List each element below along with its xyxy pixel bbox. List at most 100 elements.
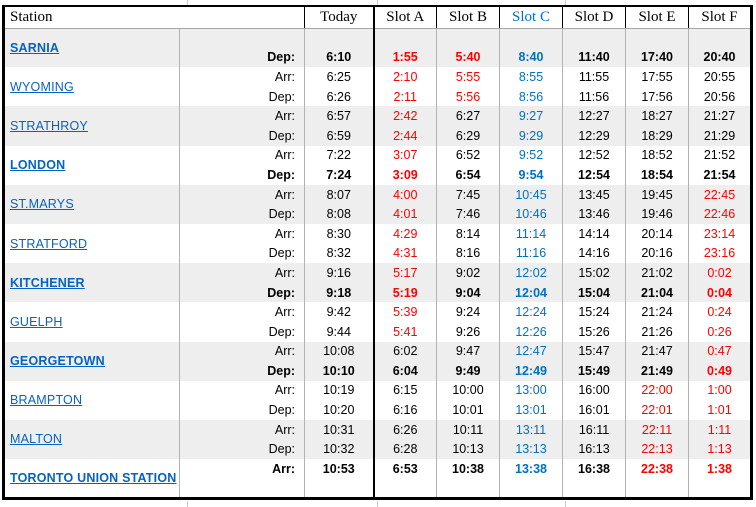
slot-time-cell: 6:54 (436, 165, 500, 185)
slot-time-cell: 6:27 (436, 106, 500, 126)
slot-time-cell: 2:42 (372, 106, 437, 126)
today-time-cell: 10:20 (304, 400, 374, 420)
station-link-wyoming[interactable]: WYOMING (10, 79, 74, 94)
slot-time-cell: 9:27 (499, 106, 563, 126)
station-link-sarnia[interactable]: SARNIA (10, 40, 60, 55)
timetable-row (4, 478, 752, 499)
slot-time-cell: 17:40 (625, 47, 689, 68)
slot-time-cell: 1:11 (688, 419, 752, 440)
today-time-cell: 6:57 (304, 106, 374, 126)
slot-time-cell: 15:49 (562, 361, 626, 381)
slot-time-cell: 21:02 (625, 263, 689, 283)
station-link-london[interactable]: LONDON (10, 158, 66, 173)
arr-dep-label (179, 28, 305, 48)
slot-time-cell: 20:55 (688, 67, 752, 87)
station-link-toronto-union-station[interactable]: TORONTO UNION STATION (10, 470, 177, 485)
station-link-brampton[interactable]: BRAMPTON (10, 393, 83, 408)
timetable-row: Dep: 6:26 2:11 5:56 8:56 11:56 17:56 20:56 (4, 86, 752, 107)
slot-time-cell (372, 478, 437, 499)
today-time-cell: 6:10 (304, 47, 374, 68)
slot-time-cell: 9:26 (436, 321, 500, 342)
arr-dep-label: Arr: (179, 145, 305, 166)
slot-time-cell: 12:49 (499, 361, 563, 381)
slot-time-cell: 20:56 (688, 86, 752, 107)
slot-time-cell: 8:14 (436, 223, 500, 244)
slot-time-cell: 11:40 (562, 47, 626, 68)
today-time-cell: 6:25 (304, 67, 374, 87)
slot-time-cell: 17:55 (625, 67, 689, 87)
slot-time-cell: 15:26 (562, 321, 626, 342)
slot-time-cell: 22:11 (625, 419, 689, 440)
slot-time-cell: 17:56 (625, 86, 689, 107)
gridline-stub (565, 0, 566, 5)
arr-dep-label: Dep: (179, 165, 305, 185)
slot-time-cell: 12:27 (562, 106, 626, 126)
timetable-row: Dep: 9:44 5:41 9:26 12:26 15:26 21:26 0:26 (4, 321, 752, 342)
slot-time-cell: 8:40 (499, 47, 563, 68)
slot-time-cell: 21:24 (625, 302, 689, 322)
arr-dep-label: Dep: (179, 361, 305, 381)
timetable-row: MALTON Arr: 10:31 6:26 10:11 13:11 16:11 22:11 1… (3, 419, 752, 460)
slot-time-cell: 13:11 (499, 419, 563, 440)
station-cell: KITCHENER (3, 263, 180, 303)
slot-time-cell: 1:00 (688, 380, 752, 401)
slot-time-cell (499, 478, 563, 499)
column-header-slot-c: Slot C (499, 6, 563, 29)
slot-time-cell: 9:54 (499, 165, 563, 185)
station-cell: STRATHROY (3, 106, 180, 146)
slot-time-cell (625, 478, 689, 499)
station-link-kitchener[interactable]: KITCHENER (10, 275, 85, 290)
column-header-station: Station (3, 6, 305, 29)
arr-dep-label: Arr: (179, 106, 305, 126)
slot-time-cell: 5:39 (372, 302, 437, 322)
station-link-st-marys[interactable]: ST.MARYS (10, 197, 74, 212)
station-link-georgetown[interactable]: GEORGETOWN (10, 354, 105, 369)
station-cell: BRAMPTON (3, 380, 180, 420)
slot-time-cell: 5:19 (372, 282, 437, 303)
timetable-row: STRATFORD Arr: 8:30 4:29 8:14 11:14 14:14 20:14… (3, 223, 752, 264)
slot-time-cell: 8:56 (499, 86, 563, 107)
station-link-guelph[interactable]: GUELPH (10, 314, 63, 329)
timetable-row: SARNIA (3, 28, 752, 68)
slot-time-cell: 9:24 (436, 302, 500, 322)
today-time-cell: 6:26 (304, 86, 374, 107)
slot-time-cell: 18:54 (625, 165, 689, 185)
timetable-row: ST.MARYS Arr: 8:07 4:00 7:45 10:45 13:45 19:45 2… (3, 184, 752, 224)
slot-time-cell: 22:01 (625, 400, 689, 420)
timetable-row: LONDON Arr: 7:22 3:07 6:52 9:52 12:52 18:52 21:5… (3, 145, 752, 185)
slot-time-cell: 0:26 (688, 321, 752, 342)
station-link-malton[interactable]: MALTON (10, 432, 63, 447)
slot-time-cell: 23:14 (688, 223, 752, 244)
slot-time-cell: 9:29 (499, 125, 563, 146)
slot-time-cell: 1:13 (688, 439, 752, 460)
slot-time-cell: 10:01 (436, 400, 500, 420)
slot-time-cell: 0:49 (688, 361, 752, 381)
slot-time-cell: 21:47 (625, 341, 689, 362)
timetable-row: WYOMING Arr: 6:25 2:10 5:55 8:55 11:55 17:55 20:… (3, 67, 752, 107)
slot-time-cell: 20:14 (625, 223, 689, 244)
station-cell: SARNIA (3, 28, 180, 68)
slot-time-cell: 7:45 (436, 184, 500, 205)
slot-time-cell (688, 478, 752, 499)
slot-time-cell: 12:52 (562, 145, 626, 166)
station-link-strathroy[interactable]: STRATHROY (10, 118, 88, 133)
slot-time-cell: 10:38 (436, 459, 500, 479)
slot-time-cell: 4:31 (372, 243, 437, 264)
arr-dep-label: Arr: (179, 184, 305, 205)
slot-time-cell: 13:01 (499, 400, 563, 420)
today-time-cell (304, 28, 374, 48)
slot-time-cell: 0:24 (688, 302, 752, 322)
slot-time-cell: 6:29 (436, 125, 500, 146)
today-time-cell: 10:10 (304, 361, 374, 381)
slot-time-cell: 10:11 (436, 419, 500, 440)
slot-time-cell: 16:11 (562, 419, 626, 440)
timetable-row: TORONTO UNION STATION Arr: 10:53 6:53 10:38 1… (3, 459, 752, 499)
slot-time-cell: 13:46 (562, 204, 626, 224)
slot-time-cell: 2:44 (372, 125, 437, 146)
arr-dep-label: Arr: (179, 459, 305, 479)
header-row: Station Today Slot A Slot B Slot C Slot D Slo… (3, 6, 752, 29)
station-link-stratford[interactable]: STRATFORD (10, 236, 88, 251)
slot-time-cell (436, 478, 500, 499)
arr-dep-label: Arr: (179, 380, 305, 401)
slot-time-cell: 11:14 (499, 223, 563, 244)
